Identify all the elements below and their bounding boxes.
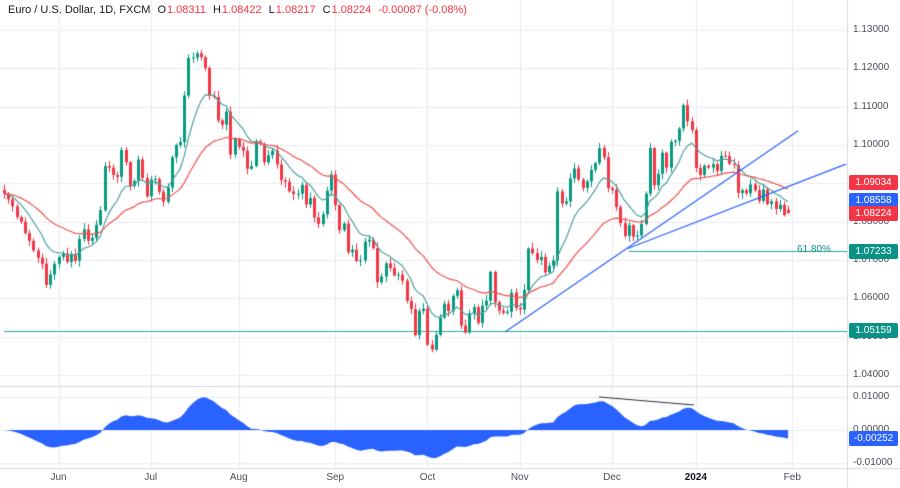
time-tick-label-jul: Jul [144, 472, 158, 483]
price-tick-label: 1.08000 [853, 215, 890, 227]
time-axis[interactable]: Jun Jul Aug Sep Oct Nov Dec 2024 Feb [0, 468, 848, 488]
price-tick-label: 1.05000 [853, 330, 890, 342]
close-label: C [322, 4, 331, 16]
price-tick-label: 1.10000 [853, 138, 890, 150]
price-tick-label: 1.09000 [853, 177, 890, 189]
close-value: 1.08224 [331, 4, 372, 16]
low-value: 1.08217 [275, 4, 316, 16]
high-label: H [212, 4, 221, 16]
price-tick-label: 1.07000 [853, 253, 890, 265]
price-tick-label: 1.12000 [853, 62, 890, 74]
price-tick-label: 1.04000 [853, 368, 890, 380]
open-label: O [157, 4, 166, 16]
price-axis[interactable]: 1.13000 1.12000 1.11000 1.10000 1.09000 1.080… [848, 0, 900, 468]
time-tick-label-jun: Jun [50, 472, 67, 483]
price-tick-label: -0.01000 [853, 457, 893, 468]
price-tick-label: 1.06000 [853, 292, 890, 304]
time-tick-label-2024: 2024 [684, 472, 707, 483]
price-tick-label: 1.11000 [853, 100, 889, 112]
symbol-title[interactable]: Euro / U.S. Dollar, 1D, FXCM [8, 4, 151, 16]
high-value: 1.08422 [221, 4, 262, 16]
time-tick-label-oct: Oct [419, 472, 436, 483]
open-value: 1.08311 [167, 4, 206, 16]
time-tick-label-nov: Nov [510, 472, 529, 483]
price-tick-label: 0.00000 [853, 424, 890, 435]
chart-legend: Euro / U.S. Dollar, 1D, FXCM O1.08311 H1.0… [8, 4, 467, 16]
time-tick-label-sep: Sep [326, 472, 345, 483]
change-value: -0.00087 (-0.08%) [378, 4, 467, 16]
price-tick-label: 1.13000 [853, 24, 890, 35]
fib-level-label[interactable]: 61.80% [797, 244, 831, 255]
time-tick-label-aug: Aug [229, 472, 248, 483]
time-tick-label-dec: Dec [603, 472, 621, 483]
time-tick-label-feb: Feb [783, 472, 801, 483]
price-tick-label: 0.01000 [853, 391, 890, 402]
low-label: L [268, 4, 275, 16]
